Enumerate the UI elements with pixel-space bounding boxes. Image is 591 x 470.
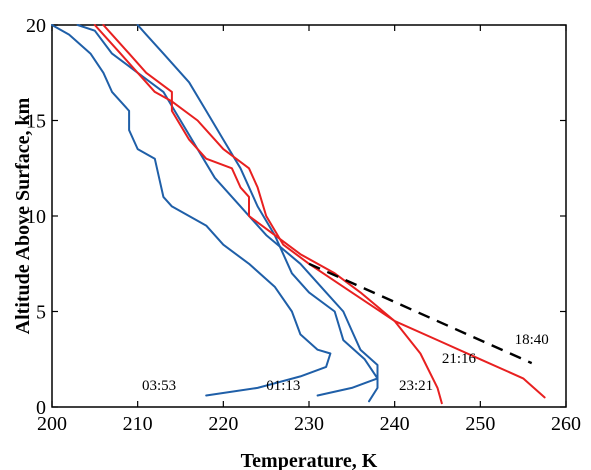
time-label: 23:21 xyxy=(399,378,433,394)
series-line-0113 xyxy=(76,24,379,397)
x-tick-label: 230 xyxy=(294,413,324,435)
time-label: 03:53 xyxy=(142,378,176,394)
plot-frame xyxy=(51,24,567,408)
x-tick-label: 220 xyxy=(208,413,238,435)
series-layer xyxy=(51,24,546,405)
time-label: 01:13 xyxy=(266,378,300,394)
y-tick-label: 10 xyxy=(26,206,46,228)
x-tick-label: 250 xyxy=(465,413,495,435)
y-tick-label: 0 xyxy=(36,397,46,419)
y-axis-ticks: 0 5 10 15 20 xyxy=(26,15,566,419)
x-tick-label: 200 xyxy=(37,413,67,435)
time-label: 21:16 xyxy=(442,351,477,367)
x-axis-label: Temperature, K xyxy=(241,450,378,470)
y-tick-label: 20 xyxy=(26,15,46,37)
y-tick-label: 5 xyxy=(36,302,46,324)
x-tick-label: 210 xyxy=(123,413,153,435)
series-line-2321 xyxy=(136,24,379,403)
series-line-dashed-5 xyxy=(308,262,533,365)
x-axis-ticks: 200 210 220 230 240 250 260 xyxy=(37,25,581,435)
series-line-2116 xyxy=(102,24,443,405)
x-tick-label: 260 xyxy=(551,413,581,435)
series-line-1840 xyxy=(93,24,546,399)
time-label: 18:40 xyxy=(515,332,549,348)
x-tick-label: 240 xyxy=(380,413,410,435)
y-axis-label: Altitude Above Surface, km xyxy=(12,97,34,334)
series-line-0353 xyxy=(51,24,332,397)
y-tick-label: 15 xyxy=(26,111,46,133)
annotation-layer: 03:53 01:13 23:21 21:16 18:40 xyxy=(142,332,549,394)
